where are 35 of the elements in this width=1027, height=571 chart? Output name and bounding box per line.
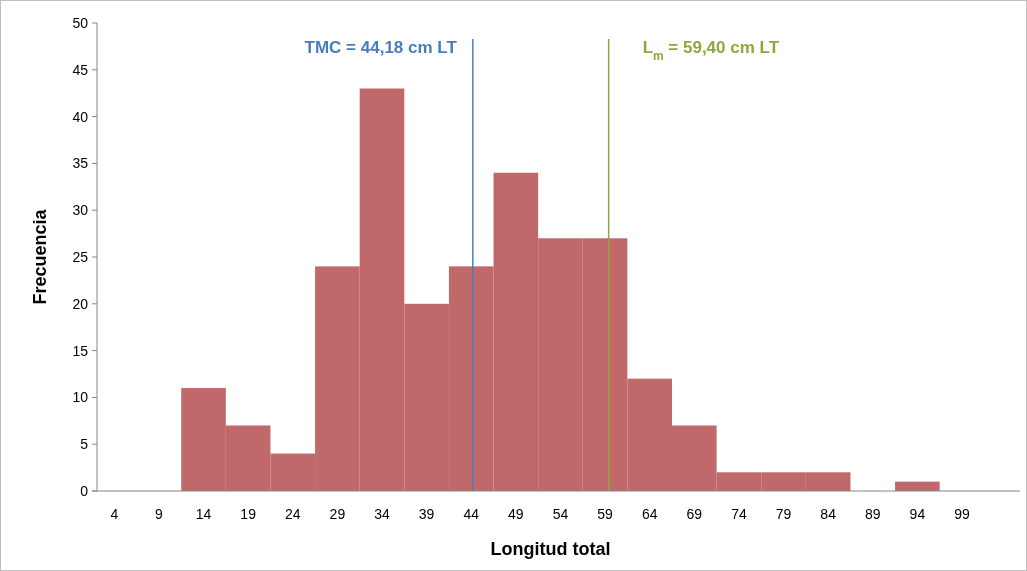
y-tick-label: 5	[80, 436, 89, 453]
y-tick-label: 20	[72, 295, 89, 312]
y-tick-label: 50	[72, 14, 89, 31]
y-tick-label: 25	[72, 248, 89, 265]
x-tick-label: 69	[686, 506, 703, 522]
y-tick-label: 45	[72, 61, 89, 78]
x-tick-label: 84	[820, 506, 837, 522]
x-tick-label: 59	[597, 506, 614, 522]
y-tick-label: 15	[72, 342, 89, 359]
y-tick-label: 40	[72, 108, 89, 125]
y-tick-label: 0	[80, 482, 89, 499]
x-tick-label: 49	[508, 506, 524, 522]
y-axis-title: Frecuencia	[30, 208, 50, 305]
x-tick-label: 34	[374, 506, 390, 522]
x-tick-label: 19	[240, 506, 257, 522]
x-tick-label: 74	[731, 506, 747, 522]
x-tick-label: 89	[864, 506, 881, 522]
x-tick-label: 4	[110, 506, 119, 522]
x-tick-label: 9	[155, 506, 164, 522]
x-tick-label: 79	[775, 506, 792, 522]
x-tick-label: 29	[329, 506, 346, 522]
x-axis-title: Longitud total	[490, 539, 611, 559]
x-tick-label: 54	[552, 506, 569, 522]
x-tick-label: 64	[641, 506, 658, 522]
x-tick-label: 94	[909, 506, 926, 522]
x-tick-label: 39	[418, 506, 435, 522]
x-tick-label: 14	[195, 506, 212, 522]
x-tick-label: 24	[284, 506, 301, 522]
x-tick-label: 44	[463, 506, 480, 522]
y-tick-label: 10	[72, 389, 89, 406]
y-tick-label: 35	[72, 155, 89, 172]
ref-line-label: L$_{m}$ = 59,40 cm LT	[642, 38, 780, 63]
ref-line-label: TMC = 44,18 cm LT	[304, 38, 458, 57]
x-tick-label: 99	[954, 506, 970, 522]
y-tick-label: 30	[72, 202, 89, 219]
